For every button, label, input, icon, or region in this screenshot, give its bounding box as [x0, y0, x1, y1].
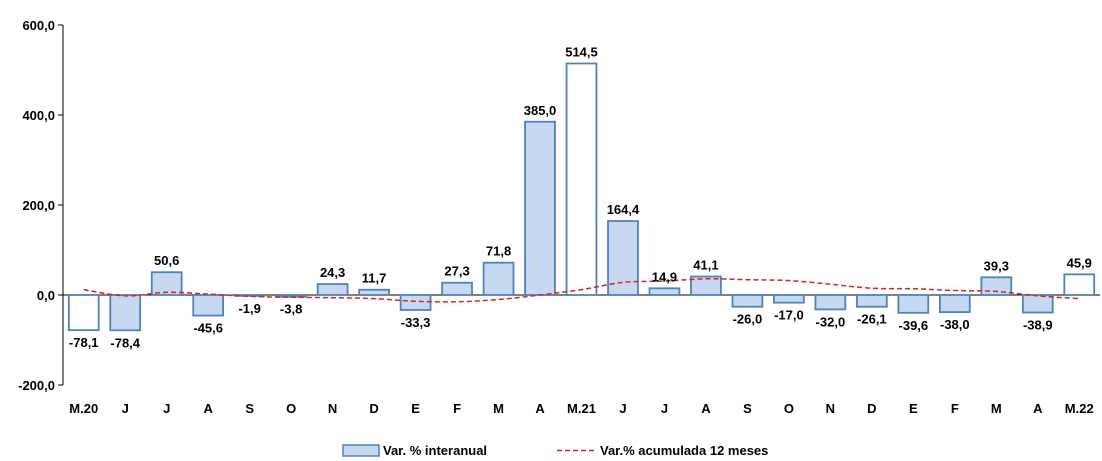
x-tick-label: D [867, 401, 876, 416]
data-label: -3,8 [280, 302, 302, 317]
data-label: -39,6 [899, 318, 929, 333]
bar [773, 294, 805, 304]
x-tick-label: F [951, 401, 959, 416]
bar [441, 281, 473, 296]
x-tick-label: N [826, 401, 835, 416]
data-label: 164,4 [607, 202, 640, 217]
data-label: -45,6 [193, 321, 223, 336]
data-label: 50,6 [154, 253, 179, 268]
bar [607, 220, 639, 296]
x-tick-label: A [1033, 401, 1043, 416]
bar [316, 283, 349, 296]
x-tick-label: M [991, 401, 1002, 416]
bar [897, 294, 930, 314]
bar [233, 294, 266, 297]
data-label: -33,3 [401, 315, 431, 330]
bar [524, 120, 556, 296]
x-tick-label: A [535, 401, 545, 416]
cumulative-line [83, 278, 1080, 303]
x-tick-label: S [743, 401, 752, 416]
x-tick-label: S [245, 401, 254, 416]
data-label: -38,9 [1023, 318, 1053, 333]
x-tick-label: F [453, 401, 461, 416]
data-labels: -78,1 -78,4 50,6 -45,6 -1,9 -3,8 24,3 11,7 -33,3… [69, 44, 1092, 350]
x-tick-label: J [661, 401, 668, 416]
x-tick-label: M.22 [1065, 401, 1094, 416]
x-tick-label: M.21 [567, 401, 596, 416]
bar [938, 294, 971, 314]
y-tick-label: 400,0 [22, 108, 55, 123]
data-label: 71,8 [486, 244, 511, 259]
data-label: 11,7 [362, 271, 387, 286]
bar [275, 294, 307, 298]
y-tick-label: 600,0 [22, 18, 55, 33]
x-tick-label: M [493, 401, 504, 416]
legend-bar-swatch [342, 444, 380, 457]
data-label: -78,4 [110, 335, 140, 350]
bar [399, 294, 432, 311]
data-label: -1,9 [238, 301, 260, 316]
data-label: -78,1 [69, 335, 99, 350]
bar [690, 275, 722, 296]
x-tick-label: J [163, 401, 170, 416]
x-tick-label: D [369, 401, 378, 416]
data-label: -32,0 [816, 314, 846, 329]
data-label: 14,9 [652, 269, 677, 284]
data-label: 45,9 [1067, 255, 1092, 270]
bar [358, 288, 390, 296]
bar [856, 294, 888, 308]
legend: Var. % interanual Var.% acumulada 12 mes… [342, 443, 768, 458]
data-label: -17,0 [774, 308, 804, 323]
x-tick-label: M.20 [69, 401, 98, 416]
legend-line-label: Var.% acumulada 12 meses [600, 443, 768, 458]
y-tick-label: 0,0 [37, 288, 55, 303]
data-label: 514,5 [565, 44, 598, 59]
x-tick-label: E [411, 401, 420, 416]
x-tick-label: O [784, 401, 794, 416]
bar [67, 294, 100, 332]
data-label: -26,1 [857, 312, 887, 327]
data-label: 39,3 [984, 258, 1009, 273]
y-tick-label: 200,0 [22, 198, 55, 213]
data-label: 24,3 [320, 265, 345, 280]
x-tick-label: A [701, 401, 711, 416]
bar [109, 294, 142, 332]
bar [192, 294, 225, 317]
bar [980, 276, 1013, 296]
y-axis: -200,0 0,0 200,0 400,0 600,0 [18, 18, 64, 393]
bar [814, 294, 847, 311]
bar [565, 62, 598, 296]
data-label: 385,0 [524, 103, 557, 118]
bar [648, 287, 681, 296]
x-tick-label: J [122, 401, 129, 416]
data-label: 27,3 [444, 264, 469, 279]
legend-bar-label: Var. % interanual [383, 443, 487, 458]
bar [1063, 273, 1096, 296]
y-tick-label: -200,0 [18, 378, 55, 393]
x-tick-label: O [286, 401, 296, 416]
bar [150, 271, 183, 296]
bar [731, 294, 764, 308]
data-label: -38,0 [940, 317, 970, 332]
bar [1021, 294, 1054, 314]
bar [482, 261, 515, 296]
bar-series [67, 62, 1096, 332]
x-tick-label: A [203, 401, 213, 416]
line-series [83, 278, 1080, 303]
data-label: 41,1 [693, 258, 718, 273]
x-tick-label: E [909, 401, 918, 416]
data-label: -26,0 [733, 312, 763, 327]
x-tick-label: J [619, 401, 626, 416]
x-tick-label: N [328, 401, 337, 416]
